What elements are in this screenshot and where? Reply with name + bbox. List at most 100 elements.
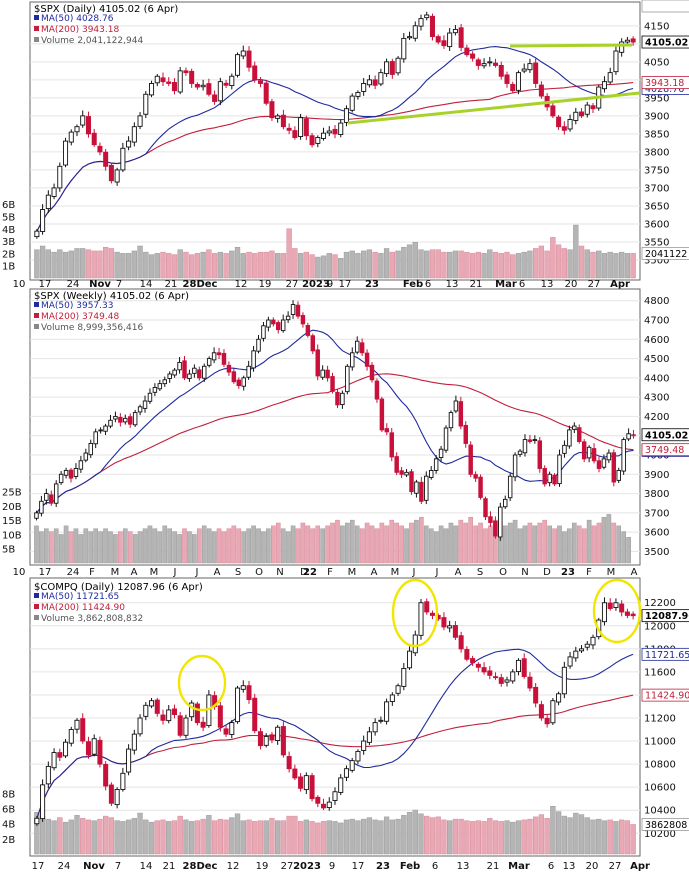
spx-daily-volume-bar <box>550 237 556 279</box>
spx-weekly-volume-bar <box>201 525 207 564</box>
compq-daily-volume-bar <box>303 819 309 855</box>
compq-daily-candle <box>601 602 607 623</box>
spx-weekly-volume-bar <box>122 528 128 564</box>
compq-daily-candle <box>229 722 235 735</box>
spx-daily-candle <box>68 131 74 143</box>
spx-weekly-candle <box>424 475 429 501</box>
spx-weekly-candle <box>517 450 523 455</box>
spx-daily-volume-bar <box>57 249 63 279</box>
spx-weekly-candle <box>63 469 69 476</box>
spx-daily-candle <box>91 132 97 146</box>
spx-weekly-volume-bar <box>537 522 543 564</box>
spx-weekly-volume-bar <box>616 525 622 564</box>
spx-weekly-candle <box>596 460 602 469</box>
compq-daily-volume-bar <box>62 821 69 855</box>
spx-daily-candle <box>303 118 309 137</box>
spx-daily-volume-bar <box>515 253 522 279</box>
spx-weekly-volume-bar <box>349 519 355 564</box>
compq-daily-volume-bar <box>263 820 269 855</box>
spx-daily-volume-bar <box>34 249 40 279</box>
spx-daily-candle <box>372 79 378 86</box>
spx-weekly-y-tick: 3800 <box>644 489 669 500</box>
spx-daily-volume-tick: 2B <box>2 249 15 260</box>
spx-weekly-candle <box>236 379 242 387</box>
spx-weekly-volume-bar <box>468 517 474 564</box>
spx-weekly-volume-bar <box>384 525 390 564</box>
spx-daily-volume-bar <box>544 250 550 279</box>
spx-daily-y-tick: 3900 <box>644 111 669 122</box>
compq-daily-candle <box>567 656 573 667</box>
compq-daily-volume-tick: 2B <box>2 835 15 846</box>
spx-weekly-candle <box>187 373 192 379</box>
highlight-circle <box>391 578 439 648</box>
spx-daily-candle <box>321 132 327 139</box>
spx-daily-x-tick: 27 <box>286 279 299 290</box>
spx-weekly-candle <box>320 369 325 378</box>
spx-daily-y-tick: 3650 <box>644 201 669 212</box>
compq-daily-volume-bar <box>286 815 292 855</box>
spx-weekly-candle <box>359 342 365 354</box>
compq-daily-candle <box>269 734 275 741</box>
spx-daily-x-tick: 17 <box>39 279 52 290</box>
highlight-circle <box>177 654 227 712</box>
spx-weekly-candle <box>379 398 385 431</box>
compq-daily-x-tick: 28Dec <box>183 861 218 872</box>
spx-weekly-candle <box>182 360 187 379</box>
highlight-circle <box>592 578 642 644</box>
spx-daily-volume-bar <box>131 250 137 279</box>
spx-daily-volume-bar <box>389 251 395 279</box>
spx-daily-price-label: 4105.02 <box>645 38 688 49</box>
spx-daily-ma200-label: 3943.18 <box>645 78 684 89</box>
spx-weekly-candle <box>354 340 360 353</box>
spx-weekly-volume-bar <box>379 522 385 564</box>
compq-daily-candle <box>515 659 521 673</box>
spx-daily-volume-bar <box>326 253 332 279</box>
spx-weekly-volume-bar <box>586 519 592 564</box>
spx-weekly-candle <box>503 498 508 508</box>
compq-daily-x-tick: Feb <box>400 861 420 872</box>
spx-weekly-volume-bar <box>438 525 444 564</box>
spx-weekly-candle <box>493 520 498 537</box>
spx-weekly-volume-bar <box>147 525 153 564</box>
compq-daily-volume-bar <box>349 818 355 855</box>
spx-weekly-candle <box>147 392 153 402</box>
spx-daily-volume-bar <box>206 249 212 279</box>
compq-daily-candle <box>183 717 189 736</box>
compq-daily-y-tick: 10800 <box>644 760 676 771</box>
compq-daily-candle <box>120 772 126 790</box>
spx-daily-candle <box>166 81 172 84</box>
spx-daily-volume-bar <box>355 253 361 279</box>
spx-weekly-volume-bar <box>562 531 567 564</box>
spx-weekly-volume-bar <box>63 525 69 564</box>
spx-daily-volume-bar <box>257 251 264 279</box>
spx-weekly-volume-bar <box>374 528 380 564</box>
spx-weekly-volume-bar <box>448 522 454 564</box>
compq-daily-candle <box>510 671 516 682</box>
spx-daily-volume-tick: 3B <box>2 237 15 248</box>
compq-daily-candle <box>338 777 344 793</box>
compq-daily-candle <box>401 667 407 687</box>
spx-weekly-volume-bar <box>512 519 518 564</box>
spx-weekly-y-tick: 4500 <box>644 354 669 365</box>
spx-daily-candle <box>235 54 241 76</box>
compq-daily-volume-bar <box>481 821 487 855</box>
compq-daily-candle <box>378 719 384 722</box>
compq-daily-y-tick: 11600 <box>644 667 676 678</box>
compq-daily-candle <box>624 611 630 616</box>
spx-daily-y-tick: 4150 <box>644 21 669 32</box>
compq-daily-volume-bar <box>177 815 183 855</box>
compq-daily-y-tick: 12000 <box>644 621 676 632</box>
compq-daily-volume-bar <box>68 819 74 855</box>
compq-daily-volume-bar <box>383 816 390 855</box>
spx-weekly-candle <box>498 506 503 538</box>
spx-daily-ma50-line <box>36 46 634 232</box>
spx-weekly-x-tick: S <box>235 567 241 578</box>
spx-daily-candle <box>510 83 516 92</box>
compq-daily-x-tick: 27 <box>609 861 622 872</box>
compq-daily-candle <box>447 625 453 629</box>
spx-weekly-candle <box>300 315 306 325</box>
spx-weekly-candle <box>507 475 513 499</box>
spx-daily-y-tick: 3800 <box>644 147 669 158</box>
compq-daily-candle <box>263 735 269 746</box>
spx-weekly-x-tick: 10 <box>13 567 26 578</box>
